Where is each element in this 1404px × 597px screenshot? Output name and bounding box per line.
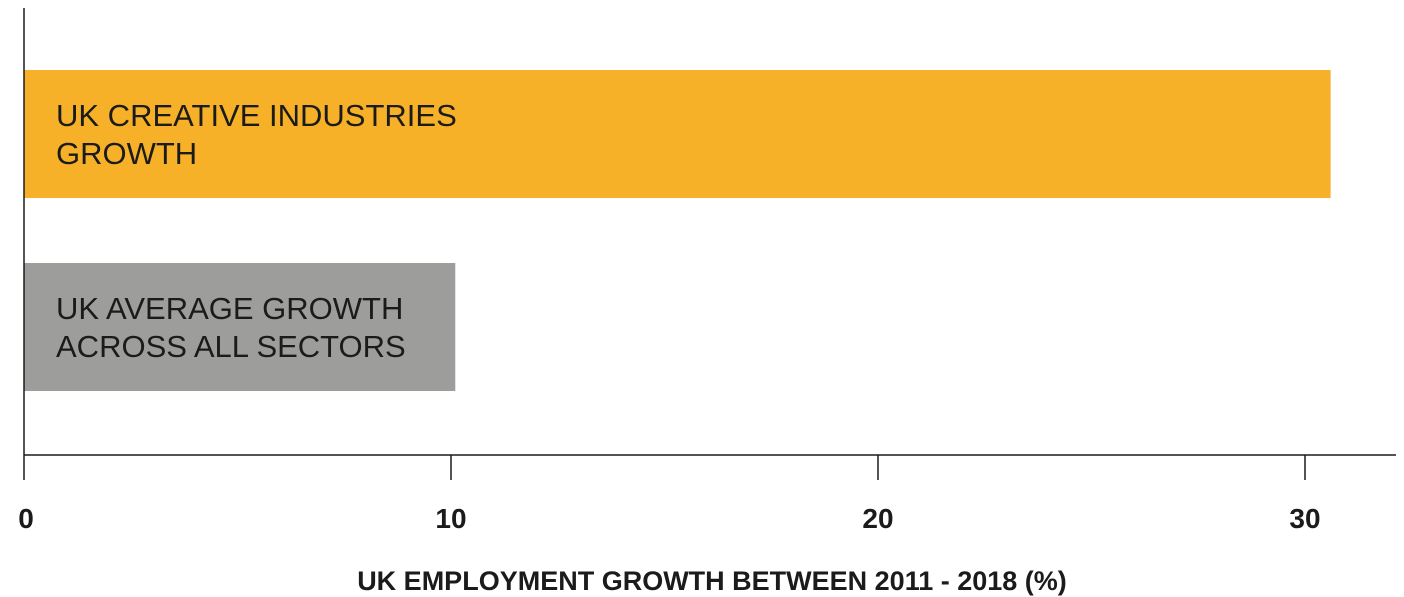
x-tick-label: 10: [435, 503, 466, 534]
x-tick-label: 30: [1289, 503, 1320, 534]
bar-0: [24, 70, 1331, 198]
bar-label-line: UK AVERAGE GROWTH: [56, 291, 403, 326]
bar-label-0: UK CREATIVE INDUSTRIES GROWTH: [56, 98, 457, 171]
bar-labels-layer: UK CREATIVE INDUSTRIES GROWTH UK AVERAGE G…: [56, 98, 457, 364]
bar-label-line: ACROSS ALL SECTORS: [56, 329, 406, 364]
bar-1: [24, 263, 456, 391]
x-tick-label: 20: [862, 503, 893, 534]
x-axis-title: UK EMPLOYMENT GROWTH BETWEEN 2011 - 2018…: [357, 566, 1067, 596]
bar-label-line: UK CREATIVE INDUSTRIES: [56, 98, 457, 133]
bars-layer: [24, 70, 1331, 391]
bar-label-1: UK AVERAGE GROWTH ACROSS ALL SECTORS: [56, 291, 406, 364]
x-tick-label: 0: [18, 503, 34, 534]
bar-label-line: GROWTH: [56, 136, 197, 171]
x-ticks-layer: 0 10 20 30: [18, 455, 1321, 534]
